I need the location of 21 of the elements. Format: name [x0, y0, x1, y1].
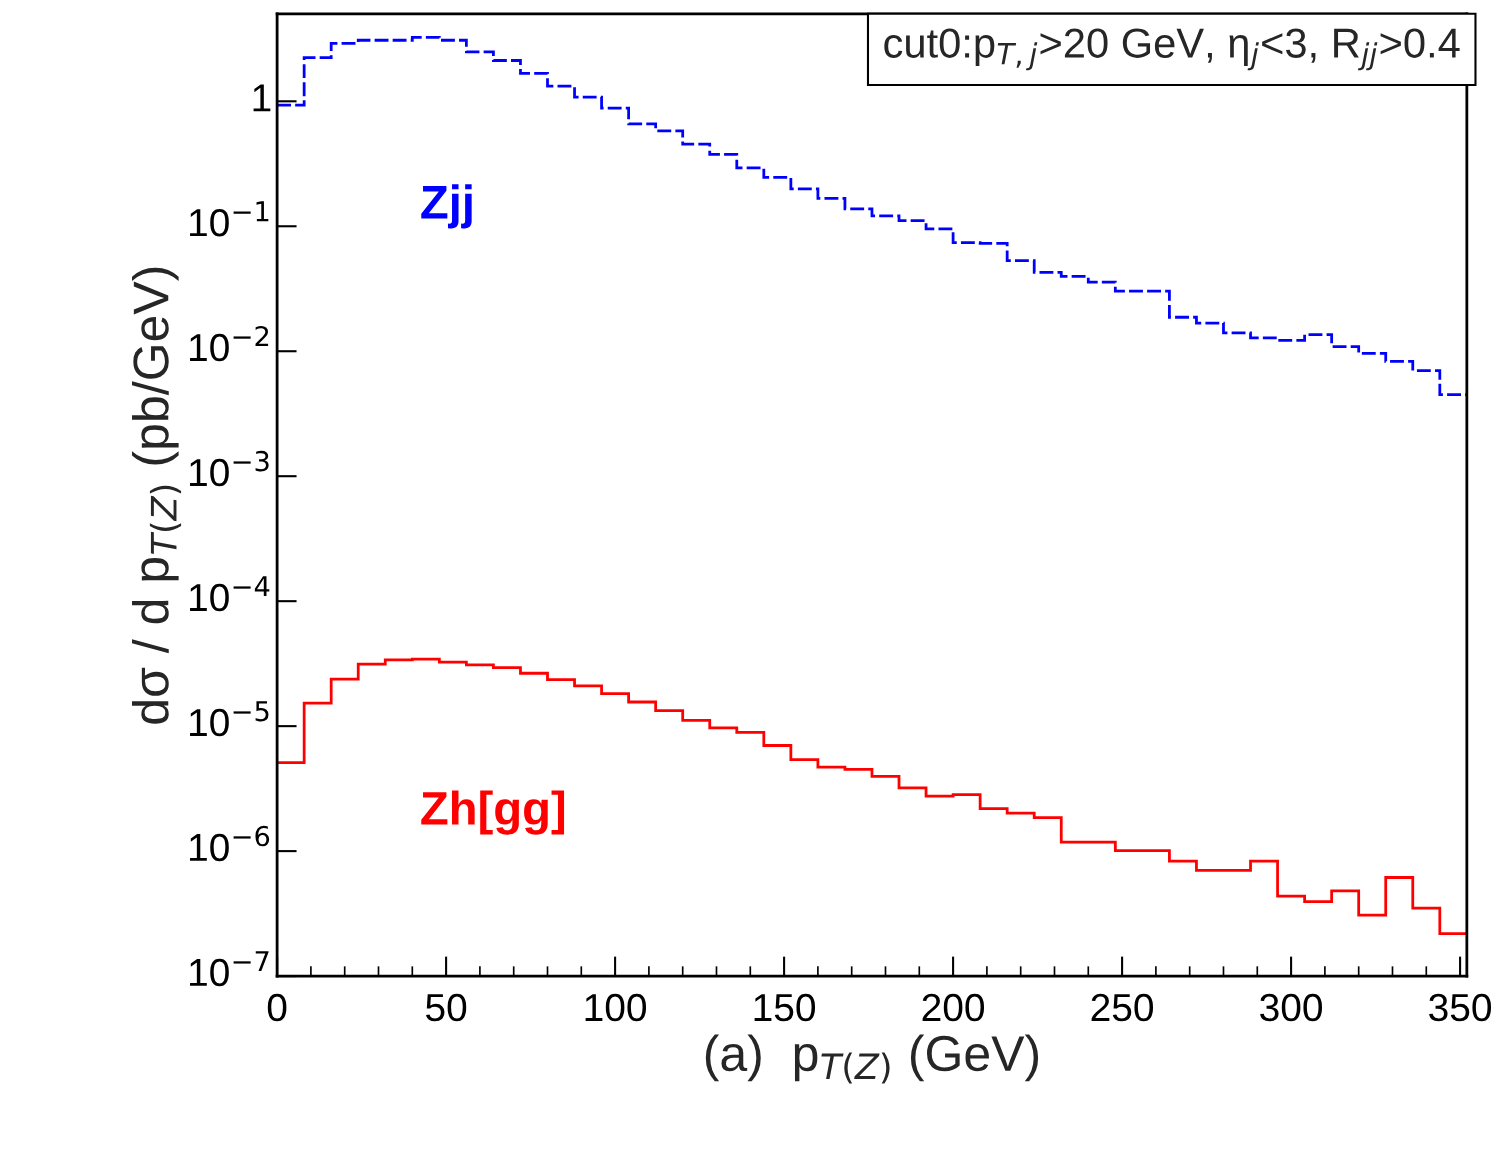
y-tick-label: 10$^{−3}$ [190, 450, 269, 487]
y-tick-label: 10$^{−4}$ [190, 576, 270, 612]
x-tick-label: 0 [267, 993, 287, 1022]
text: Zh[gg] [421, 790, 565, 835]
y-tick-label: 10$^{−1}$ [190, 201, 269, 237]
y-tick-label: 10$^{−5}$ [190, 701, 269, 737]
y-tick-label: 10$^{−6}$ [190, 825, 270, 862]
y-tick-label: 10$^{−7}$ [190, 951, 269, 987]
y-tick-label: 10$^{−2}$ [190, 325, 269, 362]
x-tick-label: 200 [922, 993, 985, 1022]
x-tick-label: 100 [585, 993, 647, 1022]
y-axis-title: dσ / d p$_{T(Z)}$ (pb/GeV) [132, 267, 182, 724]
y-tick-label: 1 [253, 84, 271, 112]
x-tick-label: 300 [1260, 993, 1323, 1022]
x-tick-label: 150 [754, 993, 816, 1022]
text: Zjj [421, 184, 472, 229]
x-axis-title: (a) p$_{T(Z)}$ (GeV) [705, 1034, 1039, 1084]
x-tick-label: 50 [426, 993, 467, 1022]
annotation: cut0:p$_{T,j}$>20 GeV, η$_{j}$<3, R$_{jj}$>0.4 [884, 28, 1460, 71]
x-tick-label: 350 [1429, 993, 1492, 1022]
x-tick-label: 250 [1091, 993, 1154, 1022]
